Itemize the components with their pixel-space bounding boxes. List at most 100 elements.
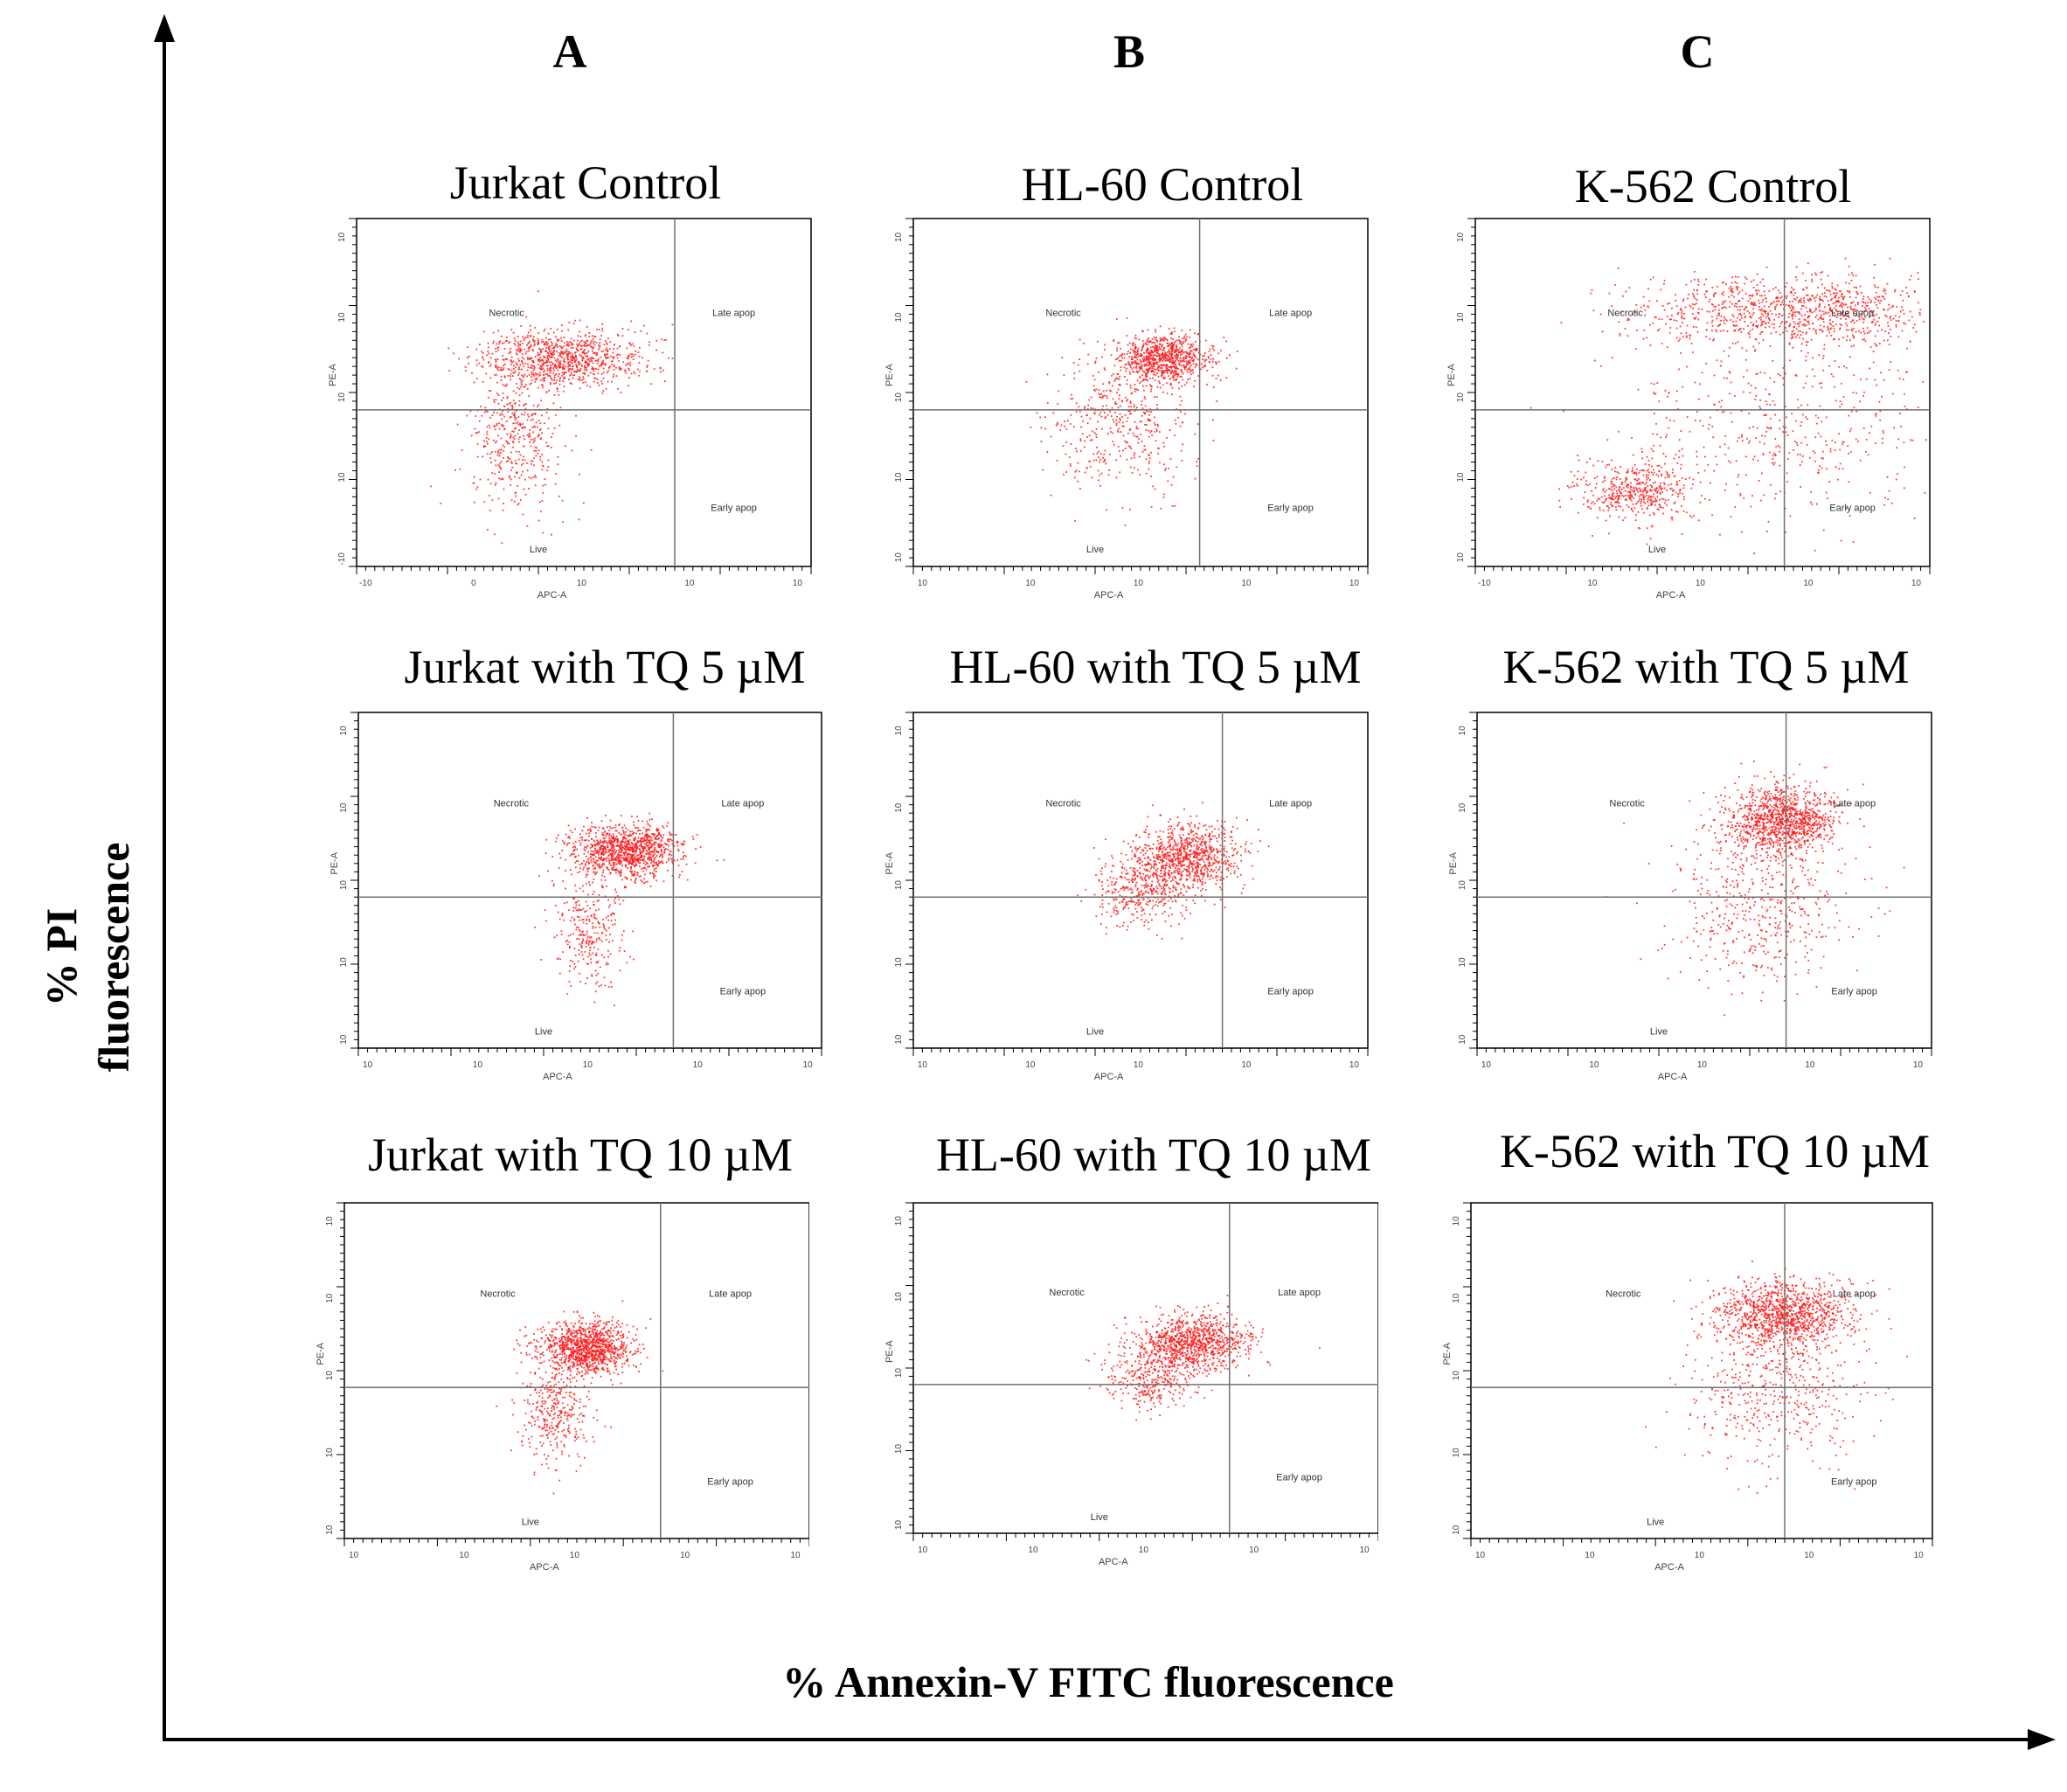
data-point [618,367,621,369]
data-point [1871,315,1874,316]
data-point [553,394,556,396]
data-point [1159,344,1162,346]
data-point [489,453,492,455]
data-point [1627,505,1630,508]
data-point [1123,353,1126,356]
data-point [1111,385,1113,387]
data-point [1724,316,1725,318]
data-point [513,365,515,367]
data-point [1677,496,1679,497]
data-point [532,375,535,378]
data-point [1849,451,1852,453]
data-point [1852,328,1855,330]
data-point [1645,486,1647,489]
data-point [585,362,586,364]
data-point [499,462,502,465]
data-point [579,379,581,381]
data-point [497,403,500,405]
data-point [1845,366,1848,369]
data-point [596,363,599,365]
data-point [1170,366,1172,369]
data-point [1190,365,1192,366]
data-point [1639,497,1640,500]
data-point [1736,302,1738,305]
data-point [501,399,503,401]
data-point [522,375,524,378]
data-point [1836,292,1838,295]
data-point [1902,379,1904,381]
data-point [1125,441,1127,444]
data-point [1682,385,1684,388]
data-point [486,426,489,428]
data-point [1879,410,1882,413]
quadrant-label-live: Live [530,545,547,555]
data-point [1666,346,1668,349]
data-point [1615,486,1618,489]
data-point [1692,326,1695,328]
data-point [1647,476,1649,479]
data-point [1663,309,1666,311]
data-point [1816,422,1818,425]
data-point [1781,321,1783,323]
data-point [1754,387,1757,389]
data-point [1788,342,1791,344]
data-point [1717,325,1719,328]
data-point [1789,324,1791,327]
data-point [1811,278,1813,281]
data-point [1084,406,1086,408]
data-point [1634,486,1637,489]
data-point [1895,478,1897,481]
data-point [1765,400,1767,402]
data-point [1759,399,1762,401]
panel-title: K-562 Control [1574,160,1852,212]
data-point [1115,403,1118,405]
data-point [1583,497,1585,499]
data-point [587,374,590,377]
data-point [1785,431,1787,434]
data-point [530,366,531,369]
data-point [1763,494,1765,497]
data-point [1829,309,1831,311]
data-point [497,330,500,332]
x-axis-arrowhead [2028,1729,2056,1750]
data-point [1905,371,1908,373]
data-point [1058,390,1060,392]
data-point [1185,338,1188,341]
data-point [607,337,609,339]
data-point [526,375,529,378]
data-point [1147,347,1148,350]
data-point [592,362,594,365]
data-point [1821,420,1823,423]
data-point [534,484,537,487]
data-point [503,365,504,367]
data-point [1618,321,1620,323]
data-point [1168,349,1170,351]
data-point [1155,396,1158,398]
data-point [502,410,504,413]
data-point [528,436,531,438]
data-point [1171,332,1173,335]
data-point [582,376,584,379]
data-point [598,346,600,349]
data-point [1175,379,1177,381]
data-point [1130,406,1132,408]
data-point [629,353,632,356]
data-point [1711,330,1713,332]
data-point [1160,353,1162,356]
data-point [1046,373,1049,376]
data-point [1136,353,1139,356]
data-point [572,339,575,342]
data-point [1178,364,1181,366]
data-point [1785,427,1786,428]
data-point [1681,448,1683,450]
data-point [1135,337,1138,340]
data-point [498,422,501,425]
data-point [1195,349,1197,351]
data-point [572,357,574,359]
data-point [623,848,626,851]
data-point [1154,349,1155,351]
data-point [537,290,539,293]
data-point [1163,370,1165,372]
data-point [1091,476,1093,479]
data-point [528,476,531,478]
